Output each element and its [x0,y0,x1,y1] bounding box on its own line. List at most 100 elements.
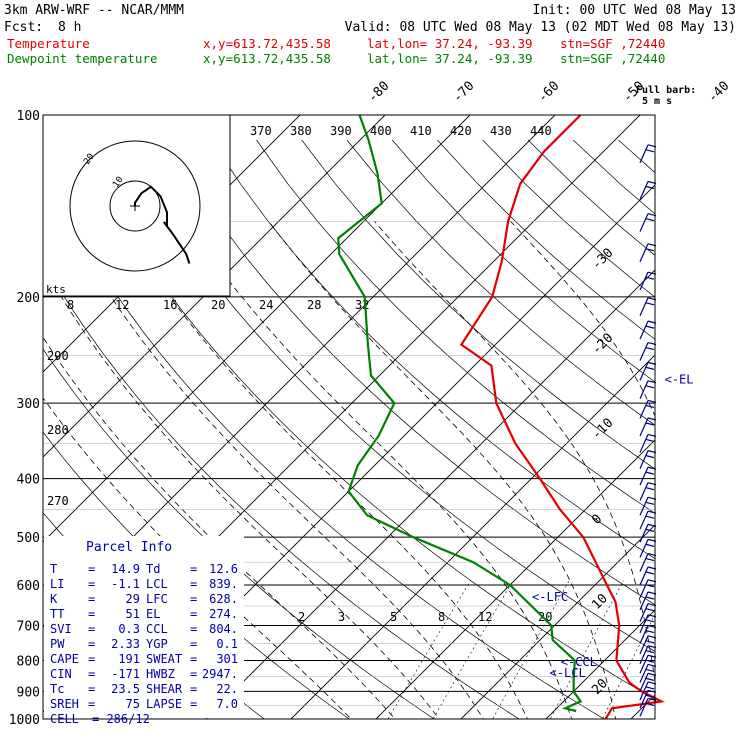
wind-barb-flag [645,659,655,663]
legend-temperature-stn: stn=SGF ,72440 [560,36,665,51]
legend-dewpoint-xy: x,y=613.72,435.58 [203,51,331,66]
fcst-label: Fcst: [4,20,43,35]
pressure-label-700: 700 [17,619,40,634]
parcel-key: TT [50,607,64,621]
mixing-top-8: 8 [67,298,74,312]
wind-barb-flag [645,596,655,600]
wind-barb-flag [645,650,655,654]
theta-label-390: 390 [330,124,352,138]
wind-barb-flag [645,608,655,612]
parcel-value: 12.6 [209,562,238,576]
wind-barb [639,553,649,572]
dry-adiabat-line [618,139,655,174]
fcst-value: 8 h [58,20,81,35]
parcel-value: 2.33 [111,637,140,651]
parcel-key: SHEAR [146,682,183,696]
parcel-value: 191 [118,652,140,666]
temp-label--60: -60 [535,79,562,106]
wind-barb [639,342,649,361]
pressure-label-800: 800 [17,654,40,669]
barb-unit-label: 5 m s [642,96,672,107]
theta-label-410: 410 [410,124,432,138]
parcel-key: T [50,562,57,576]
parcel-value: = [88,652,95,666]
parcel-value: = [88,682,95,696]
temp-label-0: 0 [589,512,605,528]
wind-barb-flag [645,455,655,459]
wind-barb-flag [645,557,655,562]
wind-barb-flag [645,346,655,351]
parcel-value: 23.5 [111,682,140,696]
wind-barb-flag [645,640,655,644]
wind-barb-flag [645,302,655,306]
dry-adiabat-line [256,139,655,514]
dry-adiabat-line [527,139,655,256]
parcel-key: CELL [50,712,79,726]
model-title: 3km ARW-WRF -- NCAR/MMM [4,3,184,18]
wind-barb [639,539,649,558]
wind-barb-flag [645,543,655,547]
parcel-value: 22. [216,682,238,696]
mixing-top-16: 16 [163,298,177,312]
mixing-top-24: 24 [259,298,273,312]
parcel-value: = [88,697,95,711]
theta-label-430: 430 [490,124,512,138]
hodograph-ring-outer [69,140,201,272]
wind-barb [639,698,649,717]
mixing-bottom-8: 8 [438,610,445,624]
isotherm-line [290,354,655,719]
wind-barb-flag [645,471,655,475]
theta-label-440: 440 [530,124,552,138]
temp-label--30: -30 [589,246,616,273]
wind-barb-flag [645,619,655,623]
parcel-value: 0.3 [118,622,140,636]
parcel-key: SWEAT [146,652,182,666]
parcel-key: Td [146,562,160,576]
mixing-bottom-3: 3 [338,610,345,624]
adiabat-labels: 370 380 390 400 410 420 430 440 290 280 270 8 12 16 20… [47,124,552,624]
wind-barb-flag [645,501,655,505]
wind-barb [639,591,649,611]
parcel-key: LFC [146,592,168,606]
parcel-info-rows: T = 14.9 Td = 12.6 LI = -1.1 LCL = 839. K = 29 LFC = 628.… [50,562,238,726]
parcel-info-background [44,536,244,718]
wind-barb [639,213,649,232]
parcel-info-panel: Parcel Info T = 14.9 Td = 12.6 LI = -1.1 LCL = 839.… [44,536,244,726]
parcel-value: 51 [126,607,140,621]
parcel-info-title: Parcel Info [86,540,172,555]
wind-barb-flag [645,515,655,519]
wind-barb-flag [645,668,655,673]
theta-label-280: 280 [47,423,69,437]
parcel-value: = [190,562,197,576]
parcel-value: = [190,607,197,621]
dry-adiabat-line [664,140,740,732]
full-barb-label: Full barb: [636,85,696,96]
wind-barb-flag [645,325,655,329]
parcel-value: 2947. [202,667,238,681]
legend-dewpoint: Dewpoint temperature x,y=613.72,435.58 l… [7,51,665,66]
wind-barb-flag [645,677,655,681]
moist-adiabat-line [671,221,740,731]
dry-adiabat-line [43,348,435,719]
dry-adiabat-line [210,139,655,560]
mixing-top-32: 32 [355,298,369,312]
parcel-key: K [50,592,58,606]
level-label-0: <-EL [665,372,694,386]
parcel-value: = [190,577,197,591]
parcel-value: = [190,667,197,681]
pressure-label-100: 100 [17,109,40,124]
wind-barb-flag [645,404,655,409]
pressure-label-400: 400 [17,473,40,488]
parcel-value: 274. [209,607,238,621]
level-annotations: <-EL <-LFC <-CCL<-LCL [532,372,693,680]
mixing-top-20: 20 [211,298,225,312]
parcel-key: LCL [146,577,168,591]
theta-label-270: 270 [47,494,69,508]
wind-barb [639,434,649,453]
wind-barb [639,645,649,664]
theta-label-290: 290 [47,349,69,363]
pressure-axis-labels: 100 200 300 400 500 600 700 800 900 1000 [9,109,40,728]
dry-adiabat-line [43,261,520,719]
wind-barb-flag [645,185,655,190]
